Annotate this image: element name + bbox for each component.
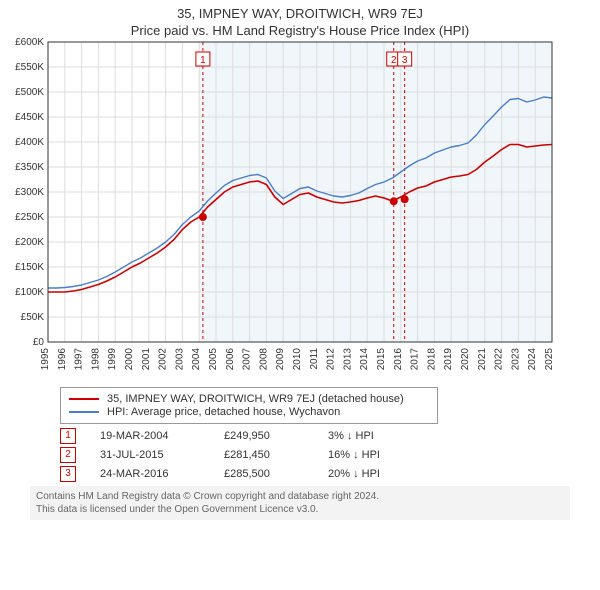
sale-pct: 20% ↓ HPI	[328, 468, 438, 480]
svg-text:1999: 1999	[107, 348, 118, 371]
legend: 35, IMPNEY WAY, DROITWICH, WR9 7EJ (deta…	[60, 387, 438, 424]
sale-date: 31-JUL-2015	[100, 449, 200, 461]
sale-price: £281,450	[224, 449, 304, 461]
svg-text:2022: 2022	[494, 348, 505, 371]
line-chart: £0 £50K £100K £150K £200K £250K £300K £350K £400…	[0, 38, 560, 378]
footnote-line: This data is licensed under the Open Gov…	[36, 503, 564, 516]
svg-text:2012: 2012	[326, 348, 337, 371]
svg-text:2010: 2010	[292, 348, 303, 371]
legend-swatch	[69, 398, 99, 400]
svg-text:2004: 2004	[191, 348, 202, 371]
sale-row: 2 31-JUL-2015 £281,450 16% ↓ HPI	[60, 447, 570, 463]
svg-text:2021: 2021	[477, 348, 488, 371]
svg-text:2005: 2005	[208, 348, 219, 371]
sale-row: 3 24-MAR-2016 £285,500 20% ↓ HPI	[60, 466, 570, 482]
svg-text:£500K: £500K	[15, 87, 44, 98]
sale-date: 19-MAR-2004	[100, 430, 200, 442]
footnote: Contains HM Land Registry data © Crown c…	[30, 486, 570, 520]
svg-text:2006: 2006	[225, 348, 236, 371]
svg-text:2023: 2023	[510, 348, 521, 371]
svg-text:£150K: £150K	[15, 262, 44, 273]
legend-swatch	[69, 411, 99, 413]
svg-text:£550K: £550K	[15, 62, 44, 73]
svg-text:£450K: £450K	[15, 112, 44, 123]
svg-text:£400K: £400K	[15, 137, 44, 148]
chart-container: 35, IMPNEY WAY, DROITWICH, WR9 7EJ Price…	[0, 0, 600, 520]
titles: 35, IMPNEY WAY, DROITWICH, WR9 7EJ Price…	[0, 0, 600, 38]
svg-text:£50K: £50K	[21, 312, 45, 323]
svg-text:2008: 2008	[258, 348, 269, 371]
svg-text:£350K: £350K	[15, 162, 44, 173]
svg-text:2024: 2024	[527, 348, 538, 371]
chart-title: 35, IMPNEY WAY, DROITWICH, WR9 7EJ	[0, 6, 600, 21]
sale-pct: 16% ↓ HPI	[328, 449, 438, 461]
svg-text:2015: 2015	[376, 348, 387, 371]
sale-pct: 3% ↓ HPI	[328, 430, 438, 442]
svg-text:2009: 2009	[275, 348, 286, 371]
svg-text:2001: 2001	[141, 348, 152, 371]
svg-text:2000: 2000	[124, 348, 135, 371]
svg-text:£200K: £200K	[15, 237, 44, 248]
sale-marker: 3	[60, 466, 76, 482]
legend-label: HPI: Average price, detached house, Wych…	[107, 406, 340, 418]
svg-text:2: 2	[391, 55, 397, 66]
svg-text:1996: 1996	[57, 348, 68, 371]
chart-subtitle: Price paid vs. HM Land Registry's House …	[0, 23, 600, 38]
svg-text:2007: 2007	[242, 348, 253, 371]
legend-row: 35, IMPNEY WAY, DROITWICH, WR9 7EJ (deta…	[69, 393, 429, 405]
legend-row: HPI: Average price, detached house, Wych…	[69, 406, 429, 418]
sale-price: £249,950	[224, 430, 304, 442]
svg-text:2002: 2002	[158, 348, 169, 371]
footnote-line: Contains HM Land Registry data © Crown c…	[36, 490, 564, 503]
svg-text:2003: 2003	[174, 348, 185, 371]
sale-row: 1 19-MAR-2004 £249,950 3% ↓ HPI	[60, 428, 570, 444]
svg-text:2019: 2019	[443, 348, 454, 371]
svg-text:1995: 1995	[40, 348, 51, 371]
sale-date: 24-MAR-2016	[100, 468, 200, 480]
svg-text:2018: 2018	[426, 348, 437, 371]
svg-text:1998: 1998	[90, 348, 101, 371]
svg-text:2013: 2013	[342, 348, 353, 371]
svg-text:1997: 1997	[74, 348, 85, 371]
svg-text:2016: 2016	[393, 348, 404, 371]
sales-table: 1 19-MAR-2004 £249,950 3% ↓ HPI 2 31-JUL-2015…	[60, 428, 570, 482]
svg-text:£250K: £250K	[15, 212, 44, 223]
legend-label: 35, IMPNEY WAY, DROITWICH, WR9 7EJ (deta…	[107, 393, 404, 405]
svg-text:£0: £0	[33, 337, 45, 348]
svg-text:£300K: £300K	[15, 187, 44, 198]
sale-marker: 2	[60, 447, 76, 463]
sale-price: £285,500	[224, 468, 304, 480]
svg-text:£100K: £100K	[15, 287, 44, 298]
svg-text:3: 3	[402, 55, 408, 66]
svg-text:2025: 2025	[544, 348, 555, 371]
svg-text:£600K: £600K	[15, 38, 44, 48]
sale-marker: 1	[60, 428, 76, 444]
svg-text:2017: 2017	[410, 348, 421, 371]
svg-text:1: 1	[200, 55, 206, 66]
svg-text:2020: 2020	[460, 348, 471, 371]
svg-text:2011: 2011	[309, 348, 320, 370]
svg-text:2014: 2014	[359, 348, 370, 371]
